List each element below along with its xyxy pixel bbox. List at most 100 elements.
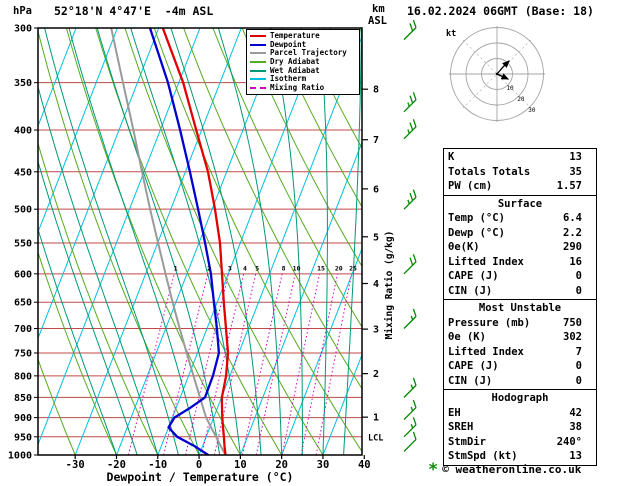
- hodograph-ring-label: 30: [528, 107, 536, 114]
- legend-swatch: [250, 52, 266, 55]
- panel-row: CAPE (J) 0: [444, 359, 596, 374]
- pressure-tick-label: 900: [14, 413, 32, 424]
- altitude-axis: 1 2 3 4 5 6 7 8: [362, 85, 379, 424]
- panel-row-value: 42: [569, 406, 582, 419]
- legend-label: Dewpoint: [270, 39, 307, 49]
- panel-row-value: 2.2: [563, 226, 582, 239]
- altitude-tick-label: 2: [373, 369, 379, 380]
- legend-item-wet-adiabat: Wet Adiabat: [250, 66, 356, 75]
- panel-row-label: Lifted Index: [448, 255, 524, 268]
- panel-row-label: Dewp (°C): [448, 226, 505, 239]
- legend-label: Temperature: [270, 31, 320, 41]
- legend-swatch: [250, 35, 266, 38]
- panel-row-label: θe(K): [448, 241, 480, 253]
- panel-row: Lifted Index 16: [444, 255, 596, 270]
- panel-row: Temp (°C) 6.4: [444, 211, 596, 226]
- temperature-tick-label: -20: [107, 459, 126, 471]
- panel-section-most-unstable: Most Unstable Pressure (mb) 750 θe (K) 302 Li…: [444, 299, 596, 389]
- panel-section-indices: K 13 Totals Totals 35 PW (cm) 1.57: [444, 149, 596, 195]
- station-title: 52°18'N 4°47'E -4m ASL: [54, 4, 214, 18]
- panel-row-value: 0: [575, 284, 582, 297]
- panel-section-title: Hodograph: [491, 392, 549, 404]
- svg-text:15: 15: [317, 264, 325, 272]
- hodograph-unit-label: kt: [446, 29, 456, 39]
- pressure-tick-label: 700: [14, 324, 32, 335]
- pressure-tick-label: 850: [14, 393, 32, 404]
- temperature-tick-label: 10: [234, 459, 247, 471]
- panel-row-value: 13: [569, 450, 582, 462]
- mixing-ratio-axis-label: Mixing Ratio (g/kg): [384, 231, 395, 340]
- altitude-tick-label: 1: [373, 413, 379, 424]
- legend-swatch: [250, 43, 266, 46]
- panel-row-value: 0: [575, 360, 582, 372]
- panel-row-label: Temp (°C): [448, 212, 505, 224]
- panel-row-value: 16: [569, 255, 582, 268]
- panel-row-label: PW (cm): [448, 180, 493, 192]
- panel-row-value: 0: [575, 270, 582, 282]
- pressure-tick-label: 950: [14, 432, 32, 443]
- panel-row-value: 302: [563, 331, 582, 343]
- panel-row-label: CIN (J): [448, 374, 493, 387]
- panel-row-value: 7: [575, 345, 582, 358]
- panel-section-title: Surface: [497, 197, 543, 210]
- panel-row-label: StmDir: [448, 435, 486, 448]
- panel-row-label: Pressure (mb): [448, 316, 531, 329]
- pressure-axis: 300 350 400 450 500 550 600 650 700 750 800 850 900 9…: [8, 24, 38, 462]
- wind-barbs: [403, 19, 417, 452]
- legend-swatch: [250, 78, 266, 81]
- temperature-tick-label: 20: [275, 459, 288, 471]
- legend-item-dewpoint: Dewpoint: [250, 39, 356, 50]
- panel-row: K 13: [444, 150, 596, 165]
- panel-row-label: CAPE (J): [448, 360, 499, 372]
- pressure-tick-label: 300: [14, 24, 32, 35]
- temperature-tick-label: 0: [196, 459, 202, 471]
- panel-row: θe (K) 302: [444, 330, 596, 345]
- altitude-tick-label: 6: [373, 184, 379, 195]
- mixing-ratio-labels: 1 2 3 4 5 8 10 15 20 25: [174, 264, 357, 272]
- copyright-text: © weatheronline.co.uk: [442, 463, 582, 476]
- panel-row: PW (cm) 1.57: [444, 179, 596, 194]
- panel-row-value: 1.57: [556, 180, 582, 192]
- pressure-tick-label: 1000: [8, 451, 32, 462]
- legend-item-mixing-ratio: Mixing Ratio: [250, 83, 356, 93]
- storm-motion-vector: [496, 73, 510, 80]
- legend-swatch: [250, 61, 266, 64]
- panel-row-value: 38: [569, 421, 582, 433]
- wet-adiabats: [38, 28, 362, 455]
- panel-row-label: CAPE (J): [448, 270, 499, 282]
- altitude-tick-label: 8: [373, 85, 379, 96]
- chart-legend: Temperature Dewpoint Parcel Trajectory Dry …: [246, 29, 360, 96]
- legend-item-dry-adiabat: Dry Adiabat: [250, 58, 356, 67]
- temperature-axis: -30 -20 -10 0 10 20 30 40: [66, 455, 371, 471]
- x-axis-title: Dewpoint / Temperature (°C): [106, 470, 294, 484]
- hodograph-ring-label: 10: [506, 85, 514, 92]
- panel-row: Totals Totals 35: [444, 165, 596, 180]
- temperature-tick-label: -30: [66, 459, 85, 471]
- pressure-tick-label: 500: [14, 205, 32, 216]
- pressure-tick-label: 350: [14, 78, 32, 89]
- pressure-tick-label: 750: [14, 348, 32, 359]
- panel-row: Pressure (mb) 750: [444, 316, 596, 331]
- plot-border: [37, 27, 363, 456]
- panel-row-label: SREH: [448, 421, 474, 433]
- plot-area: [38, 28, 362, 455]
- svg-text:5: 5: [255, 264, 259, 272]
- mixing-ratio-lines: [127, 273, 353, 455]
- altitude-axis-unit-asl: ASL: [368, 15, 387, 27]
- lcl-label: LCL: [368, 434, 383, 444]
- weatheronline-logo-icon: *: [428, 459, 439, 480]
- svg-text:3: 3: [228, 264, 232, 272]
- hodograph-wind-trace: [496, 60, 510, 75]
- panel-row-label: θe (K): [448, 331, 486, 343]
- footer: * © weatheronline.co.uk: [428, 459, 582, 480]
- altitude-tick-label: 5: [373, 232, 379, 243]
- panel-row: SREH 38: [444, 420, 596, 435]
- svg-text:10: 10: [293, 264, 301, 272]
- panel-row-value: 35: [569, 165, 582, 178]
- temperature-tick-label: 40: [358, 459, 371, 471]
- panel-row: EH 42: [444, 406, 596, 421]
- panel-section-hodograph: Hodograph EH 42 SREH 38 StmDir 240° StmSpd (kt)…: [444, 389, 596, 465]
- temperature-line: [161, 28, 230, 455]
